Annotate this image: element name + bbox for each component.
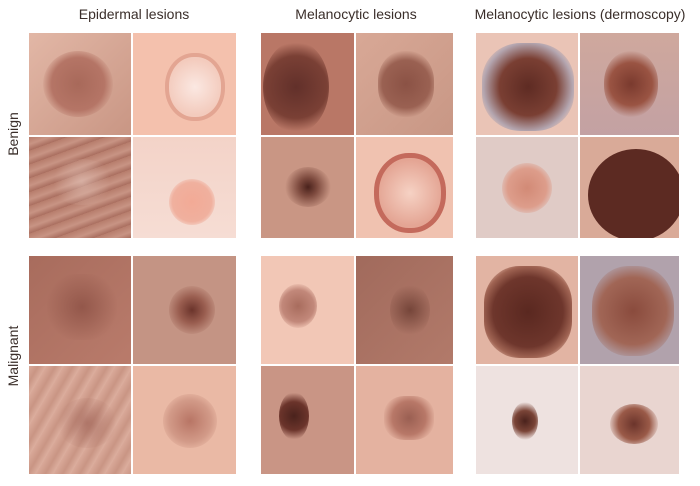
lesion-image	[580, 137, 679, 238]
lesion-mark	[502, 163, 552, 213]
lesion-image	[261, 33, 354, 135]
lesion-mark	[285, 167, 331, 207]
lesion-mark	[163, 394, 217, 448]
lesion-mark	[263, 41, 329, 133]
lesion-image	[261, 137, 354, 238]
lesion-image	[476, 137, 578, 238]
lesion-mark	[57, 398, 117, 448]
lesion-mark	[43, 51, 113, 117]
lesion-image	[29, 366, 131, 474]
lesion-mark	[484, 266, 572, 358]
row-label-benign: Benign	[5, 112, 21, 156]
lesion-image	[261, 366, 354, 474]
lesion-mark	[604, 51, 658, 117]
lesion-image	[133, 256, 236, 364]
lesion-image	[356, 33, 453, 135]
lesion-mark	[169, 179, 215, 225]
lesion-mark	[610, 404, 658, 444]
lesion-mark	[279, 392, 309, 440]
lesion-image	[133, 137, 236, 238]
lesion-image	[29, 137, 131, 238]
lesion-mark	[482, 43, 574, 131]
lesion-image	[580, 256, 679, 364]
lesion-mark	[374, 153, 446, 233]
lesion-mark	[49, 159, 115, 205]
lesion-mark	[378, 51, 434, 117]
lesion-image	[580, 366, 679, 474]
lesion-image	[133, 366, 236, 474]
lesion-image	[356, 366, 453, 474]
lesion-mark	[390, 284, 430, 336]
lesion-mark	[512, 402, 538, 440]
lesion-image	[476, 256, 578, 364]
lesion-mark	[592, 266, 674, 356]
row-label-malignant: Malignant	[5, 325, 21, 387]
lesion-image	[356, 256, 453, 364]
lesion-image	[476, 33, 578, 135]
lesion-mark	[165, 53, 225, 121]
column-title-epidermal: Epidermal lesions	[78, 6, 190, 22]
column-title-melanocytic-dermoscopy: Melanocytic lesions (dermoscopy)	[474, 6, 686, 22]
lesion-image	[356, 137, 453, 238]
lesion-mark	[384, 396, 434, 440]
lesion-image	[29, 33, 131, 135]
lesion-mark	[279, 284, 317, 328]
lesion-image	[29, 256, 131, 364]
lesion-image	[261, 256, 354, 364]
lesion-mark	[588, 149, 679, 238]
column-title-melanocytic: Melanocytic lesions	[295, 6, 417, 22]
lesion-image	[476, 366, 578, 474]
lesion-image	[133, 33, 236, 135]
lesion-image	[580, 33, 679, 135]
lesion-mark	[47, 274, 117, 340]
lesion-mark	[169, 286, 215, 334]
